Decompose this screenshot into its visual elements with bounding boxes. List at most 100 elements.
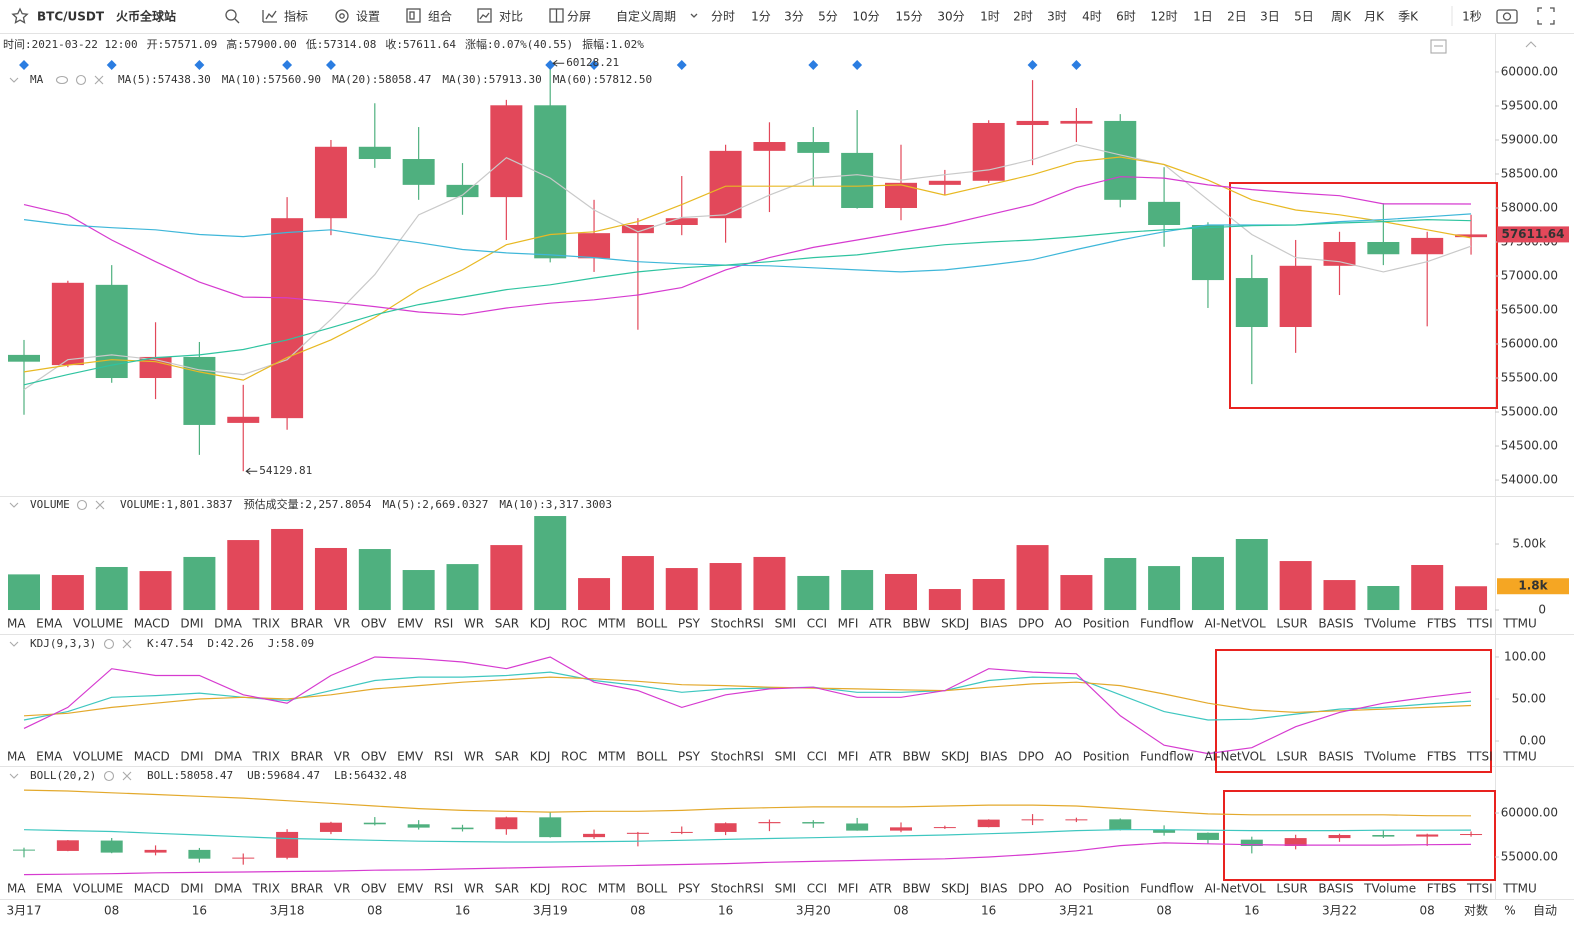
- indicator-tab[interactable]: BRAR: [291, 750, 324, 764]
- period-button[interactable]: 月K: [1364, 10, 1385, 24]
- indicator-tab[interactable]: MTM: [598, 882, 626, 896]
- screenshot-icon[interactable]: [1496, 9, 1518, 24]
- indicator-tab[interactable]: WR: [464, 750, 484, 764]
- panel-title[interactable]: BOLL(20,2): [30, 769, 96, 782]
- period-button[interactable]: 3时: [1047, 10, 1067, 24]
- indicator-tab[interactable]: ATR: [869, 617, 892, 631]
- indicator-tab[interactable]: OBV: [361, 617, 387, 631]
- settings-icon[interactable]: [76, 499, 88, 511]
- indicator-tab[interactable]: LSUR: [1276, 882, 1307, 896]
- indicator-tab[interactable]: ATR: [869, 882, 892, 896]
- indicator-tab[interactable]: OBV: [361, 750, 387, 764]
- favorite-icon[interactable]: [11, 7, 29, 24]
- indicator-tab[interactable]: PSY: [678, 617, 701, 631]
- indicator-tab[interactable]: Position: [1083, 882, 1130, 896]
- indicator-tab[interactable]: WR: [464, 617, 484, 631]
- symbol[interactable]: BTC/USDT: [37, 10, 105, 24]
- indicator-tab[interactable]: AI-NetVOL: [1204, 882, 1266, 896]
- indicator-tab[interactable]: Fundflow: [1140, 882, 1194, 896]
- exchange[interactable]: 火币全球站: [116, 9, 176, 24]
- indicator-tab[interactable]: MFI: [838, 750, 859, 764]
- indicator-tab[interactable]: TTSI: [1466, 750, 1493, 764]
- visibility-icon[interactable]: [55, 75, 69, 85]
- period-button[interactable]: 1分: [751, 10, 771, 24]
- event-marker[interactable]: [852, 60, 863, 70]
- indicator-tab[interactable]: MTM: [598, 617, 626, 631]
- settings-icon[interactable]: [75, 74, 87, 86]
- indicator-tab[interactable]: BIAS: [980, 750, 1008, 764]
- indicator-tab[interactable]: Position: [1083, 617, 1130, 631]
- period-button[interactable]: 5日: [1294, 10, 1314, 24]
- period-button[interactable]: 6时: [1116, 10, 1136, 24]
- period-button[interactable]: 周K: [1331, 10, 1352, 24]
- indicator-tab[interactable]: TTMU: [1502, 617, 1537, 631]
- indicator-tab[interactable]: MA: [7, 750, 26, 764]
- indicator-tab[interactable]: MACD: [134, 750, 170, 764]
- indicator-tab[interactable]: BIAS: [980, 882, 1008, 896]
- indicator-tab[interactable]: EMV: [397, 750, 424, 764]
- collapse-icon[interactable]: [9, 773, 19, 779]
- indicator-tab[interactable]: TTMU: [1502, 882, 1537, 896]
- indicator-tab[interactable]: KDJ: [530, 750, 551, 764]
- indicator-tab[interactable]: SKDJ: [941, 617, 969, 631]
- period-button[interactable]: 分时: [711, 10, 735, 24]
- indicator-tab[interactable]: DMA: [214, 617, 243, 631]
- indicator-tab[interactable]: CCI: [807, 617, 827, 631]
- search-icon[interactable]: [225, 9, 237, 21]
- dropdown-chevron[interactable]: [690, 13, 698, 18]
- period-button[interactable]: 5分: [818, 10, 838, 24]
- indicator-tab[interactable]: KDJ: [530, 882, 551, 896]
- indicator-tab[interactable]: SMI: [775, 750, 797, 764]
- indicator-tab[interactable]: SMI: [775, 617, 797, 631]
- indicator-tab[interactable]: VR: [334, 617, 351, 631]
- event-marker[interactable]: [589, 60, 599, 70]
- event-marker[interactable]: [676, 60, 687, 70]
- indicator-tab[interactable]: Fundflow: [1140, 750, 1194, 764]
- period-button[interactable]: 10分: [852, 10, 879, 24]
- indicator-tab[interactable]: BOLL: [636, 882, 667, 896]
- calendar-icon[interactable]: [1430, 39, 1447, 54]
- indicator-tab[interactable]: VOLUME: [73, 882, 123, 896]
- indicator-tab[interactable]: BOLL: [636, 750, 667, 764]
- indicator-tab[interactable]: BIAS: [980, 617, 1008, 631]
- indicator-tab[interactable]: TTSI: [1466, 617, 1493, 631]
- interval-select[interactable]: 1秒: [1462, 10, 1482, 24]
- tool-button[interactable]: 分屏: [567, 10, 591, 24]
- period-button[interactable]: 2时: [1013, 10, 1033, 24]
- collapse-icon[interactable]: [9, 77, 19, 83]
- indicator-tab[interactable]: LSUR: [1276, 617, 1307, 631]
- indicator-tab[interactable]: CCI: [807, 882, 827, 896]
- indicator-tab[interactable]: Fundflow: [1140, 617, 1194, 631]
- fullscreen-icon[interactable]: [1537, 7, 1555, 25]
- indicator-tab[interactable]: EMV: [397, 882, 424, 896]
- indicator-tab[interactable]: EMA: [36, 617, 63, 631]
- settings-icon[interactable]: [103, 770, 115, 782]
- indicator-tab[interactable]: TVolume: [1363, 750, 1416, 764]
- indicator-tab[interactable]: TRIX: [252, 882, 280, 896]
- settings-icon[interactable]: [103, 638, 115, 650]
- indicator-tab[interactable]: ROC: [561, 882, 587, 896]
- axis-option[interactable]: 自动: [1533, 904, 1557, 918]
- custom-period[interactable]: 自定义周期: [616, 9, 676, 24]
- event-marker[interactable]: [106, 60, 117, 70]
- indicator-tab[interactable]: BASIS: [1318, 617, 1353, 631]
- indicator-tab[interactable]: DPO: [1018, 882, 1044, 896]
- close-icon[interactable]: [94, 75, 104, 85]
- indicator-tab[interactable]: TVolume: [1363, 617, 1416, 631]
- period-button[interactable]: 12时: [1150, 10, 1177, 24]
- indicator-tab[interactable]: FTBS: [1427, 882, 1457, 896]
- indicator-tab[interactable]: TVolume: [1363, 882, 1416, 896]
- indicator-tab[interactable]: BBW: [903, 617, 931, 631]
- indicator-tab[interactable]: MFI: [838, 882, 859, 896]
- indicator-tab[interactable]: StochRSI: [711, 882, 764, 896]
- indicator-tab[interactable]: DMA: [214, 750, 243, 764]
- indicator-tab[interactable]: VOLUME: [73, 750, 123, 764]
- indicator-tab[interactable]: OBV: [361, 882, 387, 896]
- indicator-tab[interactable]: BRAR: [291, 617, 324, 631]
- period-button[interactable]: 季K: [1398, 10, 1419, 24]
- collapse-icon[interactable]: [9, 502, 19, 508]
- indicator-tab[interactable]: PSY: [678, 750, 701, 764]
- period-button[interactable]: 15分: [895, 10, 922, 24]
- panel-title[interactable]: KDJ(9,3,3): [30, 637, 96, 650]
- indicator-tab[interactable]: ROC: [561, 750, 587, 764]
